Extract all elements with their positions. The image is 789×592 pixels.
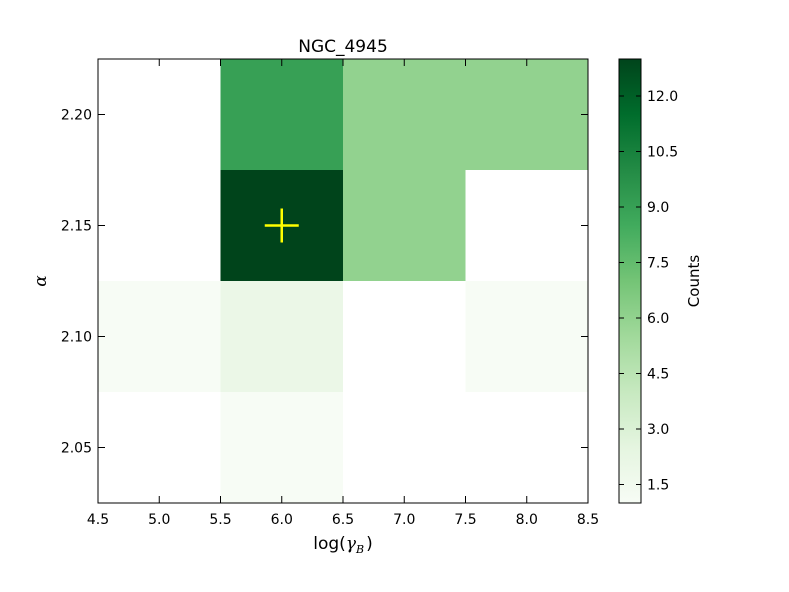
y-tick-label: 2.15 <box>61 219 92 235</box>
heatmap-cell <box>343 170 466 281</box>
colorbar-label: Counts <box>685 255 703 308</box>
heatmap-cell <box>465 59 588 170</box>
x-tick-label: 6.5 <box>332 512 354 528</box>
colorbar-tick-label: 9.0 <box>647 200 669 216</box>
y-tick-label: 2.10 <box>61 330 92 346</box>
x-tick-label: 7.0 <box>393 512 415 528</box>
x-tick-label: 4.5 <box>87 512 109 528</box>
colorbar-ticks: 1.5 3.0 4.5 6.0 7.5 9.0 10.5 12.0 <box>619 89 678 494</box>
best-fit-marker-layer <box>264 208 299 243</box>
heatmap-cell <box>343 59 466 170</box>
x-tick-label: 8.0 <box>516 512 538 528</box>
y-axis-label: α <box>31 275 51 287</box>
x-axis-ticks: 4.5 5.0 5.5 6.0 6.5 7.0 7.5 8.0 8.5 <box>87 59 599 528</box>
x-tick-label: 6.0 <box>271 512 293 528</box>
heatmap-cell <box>220 59 343 170</box>
colorbar-tick-label: 3.0 <box>647 422 669 438</box>
chart-title: NGC_4945 <box>298 37 388 57</box>
x-tick-label: 8.5 <box>577 512 599 528</box>
y-axis-ticks: 2.05 2.10 2.15 2.20 <box>61 108 588 457</box>
colorbar <box>618 58 642 504</box>
colorbar-tick-label: 6.0 <box>647 311 669 327</box>
colorbar-tick-label: 4.5 <box>647 367 669 383</box>
y-tick-label: 2.20 <box>61 108 92 124</box>
x-axis-label: log(γB) <box>313 534 372 556</box>
x-tick-label: 7.5 <box>454 512 476 528</box>
colorbar-tick-label: 1.5 <box>647 478 669 494</box>
heatmap-cell <box>220 281 343 392</box>
heatmap-cell <box>465 281 588 392</box>
colorbar-tick-label: 10.5 <box>647 145 678 161</box>
y-tick-label: 2.05 <box>61 441 92 457</box>
heatmap-cells <box>98 59 588 503</box>
heatmap-cell <box>98 281 221 392</box>
colorbar-tick-label: 7.5 <box>647 256 669 272</box>
heatmap-cell <box>220 392 343 503</box>
x-tick-label: 5.0 <box>148 512 170 528</box>
x-tick-label: 5.5 <box>209 512 231 528</box>
colorbar-tick-label: 12.0 <box>647 89 678 105</box>
